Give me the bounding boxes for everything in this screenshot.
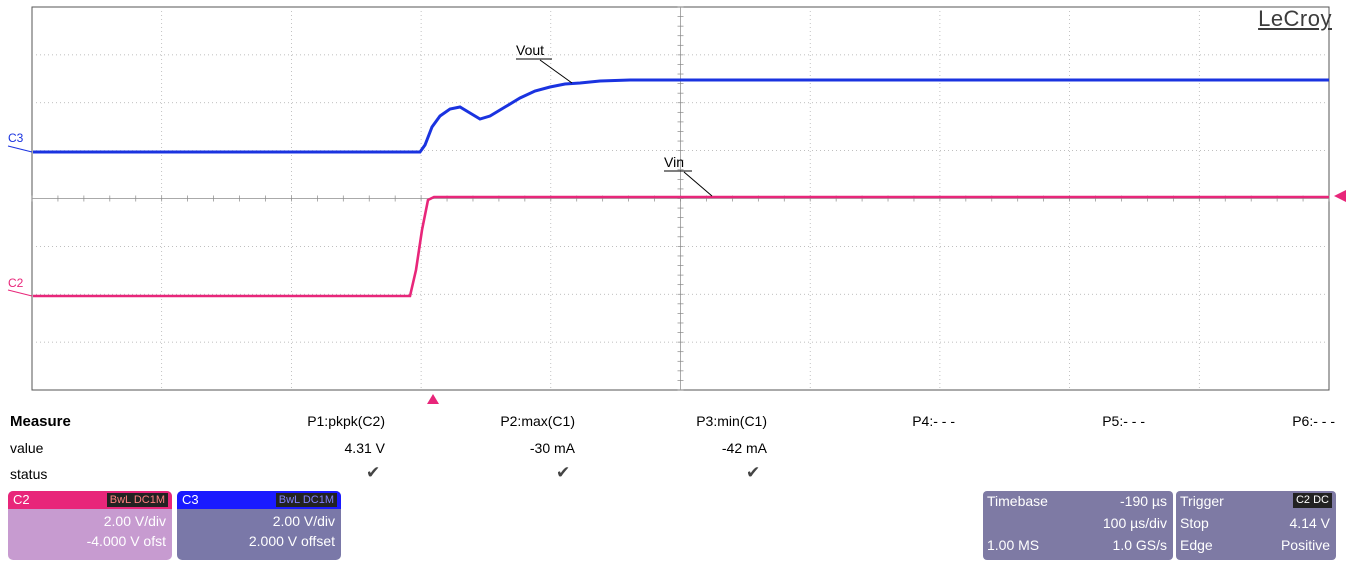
timebase-delay: -190 µs [1120, 493, 1167, 509]
c2-box-header: C2 BwL DC1M [8, 491, 172, 509]
c3-box-header: C3 BwL DC1M [177, 491, 341, 509]
p1-value: 4.31 V [344, 440, 385, 456]
trigger-position-marker [427, 394, 439, 404]
c3-box-name: C3 [182, 492, 199, 507]
status-row-label: status [10, 466, 48, 482]
trigger-type: Edge [1180, 537, 1213, 553]
vout-leader-line [539, 59, 573, 84]
c2-coupling-tags: BwL DC1M [106, 493, 168, 507]
c3-channel-marker: C3 [8, 131, 24, 145]
c2-box-name: C2 [13, 492, 30, 507]
c2-marker-tick [7, 289, 33, 297]
timebase-panel[interactable]: Timebase -190 µs 100 µs/div 1.00 MS 1.0 … [983, 491, 1173, 560]
trigger-mode: Stop [1180, 515, 1209, 531]
trigger-level-marker [1334, 190, 1346, 202]
vin-leader-line [683, 171, 713, 197]
trigger-source: C2 DC [1292, 493, 1332, 508]
p3-name[interactable]: P3:min(C1) [696, 413, 767, 429]
timebase-samples: 1.00 MS [987, 537, 1040, 553]
p2-value: -30 mA [529, 440, 575, 456]
vout-trace-label: Vout [516, 42, 544, 58]
c3-vout-trace [33, 78, 1329, 154]
c2-channel-box[interactable]: C2 BwL DC1M 2.00 V/div -4.000 V ofst [8, 491, 172, 560]
vin-trace-label: Vin [664, 154, 684, 170]
trigger-panel[interactable]: Trigger C2 DC Stop 4.14 V Edge Positive [1176, 491, 1336, 560]
timebase-label: Timebase [987, 493, 1048, 509]
p2-status-check-icon: ✔ [556, 463, 571, 482]
p6-name[interactable]: P6:- - - [1292, 413, 1335, 429]
trigger-level: 4.14 V [1289, 515, 1330, 531]
c3-offset: 2.000 V offset [248, 533, 335, 549]
c3-coupling-tags: BwL DC1M [275, 493, 337, 507]
lecroy-logo: LeCroy [1258, 6, 1332, 31]
c2-offset: -4.000 V ofst [86, 533, 166, 549]
c2-volts-per-div: 2.00 V/div [103, 513, 166, 529]
p3-value: -42 mA [721, 440, 767, 456]
p1-status-check-icon: ✔ [366, 463, 381, 482]
p2-name[interactable]: P2:max(C1) [500, 413, 575, 429]
c3-channel-box[interactable]: C3 BwL DC1M 2.00 V/div 2.000 V offset [177, 491, 341, 560]
measure-title: Measure [10, 413, 71, 430]
graticule-grid [31, 6, 1330, 391]
p5-name[interactable]: P5:- - - [1102, 413, 1145, 429]
c3-marker-tick [7, 145, 33, 153]
value-row-label: value [10, 440, 44, 456]
c2-vin-trace [33, 195, 1329, 298]
c3-volts-per-div: 2.00 V/div [272, 513, 335, 529]
c2-channel-marker: C2 [8, 276, 24, 290]
timebase-sample-rate: 1.0 GS/s [1112, 537, 1167, 553]
trigger-slope: Positive [1280, 537, 1330, 553]
timebase-per-div: 100 µs/div [1102, 515, 1167, 531]
scope-display: C3 C2 Vout Vin [7, 6, 1346, 404]
trigger-label: Trigger [1180, 493, 1224, 509]
p1-name[interactable]: P1:pkpk(C2) [307, 413, 385, 429]
p4-name[interactable]: P4:- - - [912, 413, 955, 429]
p3-status-check-icon: ✔ [746, 463, 761, 482]
